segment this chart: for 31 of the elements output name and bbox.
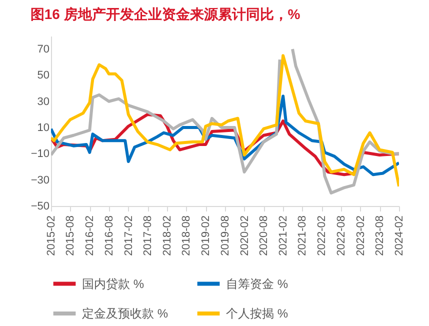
x-tick-label: 2016-08 <box>103 216 116 256</box>
x-tick-label: 2022-08 <box>335 216 348 256</box>
y-tick-label: 30 <box>37 96 50 108</box>
x-tick-label: 2016-02 <box>84 216 96 256</box>
x-tick-label: 2024-02 <box>394 216 406 256</box>
y-tick-label: 50 <box>37 70 50 82</box>
y-tick-label: −30 <box>30 174 50 186</box>
x-tick-label: 2018-08 <box>180 216 193 256</box>
legend-label: 自筹资金 % <box>226 276 288 291</box>
x-tick-label: 2017-08 <box>142 216 154 256</box>
x-tick-label: 2020-08 <box>258 216 270 256</box>
y-tick-label: −10 <box>30 148 50 160</box>
y-tick-label: −50 <box>30 200 50 212</box>
x-tick-label: 2021-02 <box>278 216 290 256</box>
x-tick-label: 2023-02 <box>354 216 367 256</box>
x-tick-label: 2017-02 <box>122 216 135 256</box>
x-tick-label: 2023-08 <box>374 216 386 256</box>
legend-label: 定金及预收款 % <box>82 306 168 320</box>
legend-label: 国内贷款 % <box>82 276 144 291</box>
x-tick-label: 2021-08 <box>296 216 309 256</box>
chart-title: 图16 房地产开发企业资金来源累计同比，% <box>30 6 301 22</box>
y-tick-label: 10 <box>37 122 50 134</box>
x-tick-label: 2022-02 <box>316 216 328 256</box>
x-tick-label: 2018-02 <box>162 216 174 256</box>
y-tick-label: 70 <box>37 44 50 56</box>
x-tick-label: 2020-02 <box>238 216 251 256</box>
legend-label: 个人按揭 % <box>226 306 288 320</box>
x-tick-label: 2015-02 <box>46 216 58 256</box>
x-tick-label: 2019-02 <box>200 216 212 256</box>
x-tick-label: 2019-08 <box>219 216 232 256</box>
x-tick-label: 2015-08 <box>64 216 77 256</box>
